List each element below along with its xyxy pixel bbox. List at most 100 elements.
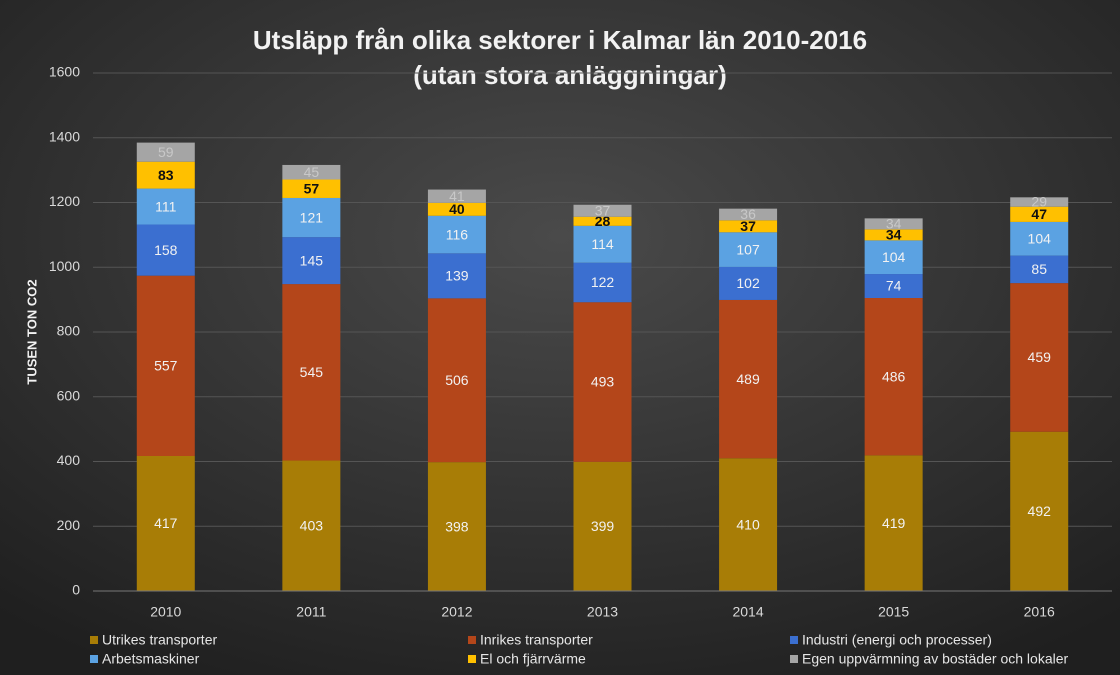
bar-segment (864, 274, 923, 299)
data-label: 29 (1031, 194, 1047, 210)
bar-segment (719, 232, 778, 267)
bar-segment (719, 208, 778, 221)
bar-segment (719, 299, 778, 459)
y-tick-label: 1400 (49, 128, 80, 144)
bar-segment (573, 216, 632, 226)
bar-segment (282, 284, 341, 461)
data-label: 121 (300, 209, 324, 225)
data-label: 459 (1028, 349, 1052, 365)
data-label: 145 (300, 252, 324, 268)
bar-segment (573, 461, 632, 591)
data-label: 403 (300, 517, 324, 533)
data-label: 28 (595, 213, 611, 229)
data-label: 399 (591, 518, 615, 534)
data-label: 111 (155, 198, 176, 214)
bar-segment (864, 218, 923, 230)
data-label: 107 (736, 241, 760, 257)
data-label: 47 (1031, 206, 1047, 222)
bar-segment (1010, 221, 1069, 256)
bar-segment (136, 161, 195, 189)
bar-segment (1010, 283, 1069, 432)
data-label: 116 (446, 226, 469, 242)
data-label: 493 (591, 374, 615, 390)
data-label: 37 (595, 202, 611, 218)
legend-swatch (790, 655, 798, 663)
data-label: 158 (154, 242, 178, 258)
x-tick-label: 2015 (878, 604, 909, 620)
legend-label: Egen uppvärmning av bostäder och lokaler (802, 651, 1069, 667)
bar-segment (573, 204, 632, 217)
data-label: 83 (158, 167, 174, 183)
bar-segment (573, 225, 632, 263)
chart-title: Utsläpp från olika sektorer i Kalmar län… (253, 25, 867, 55)
bar-segment (1010, 431, 1069, 591)
bar-segment (864, 229, 923, 241)
y-tick-label: 1600 (49, 64, 80, 80)
y-tick-label: 800 (57, 323, 81, 339)
x-tick-label: 2013 (587, 604, 618, 620)
bar-segment (719, 220, 778, 233)
data-label: 59 (158, 144, 174, 160)
data-label: 40 (449, 201, 465, 217)
chart-subtitle: (utan stora anläggningar) (413, 60, 726, 90)
bar-segment (719, 266, 778, 300)
bar-segment (1010, 206, 1069, 222)
data-label: 489 (736, 371, 760, 387)
legend-swatch (90, 655, 98, 663)
y-tick-label: 1000 (49, 258, 80, 274)
x-tick-label: 2012 (441, 604, 472, 620)
bar-segment (427, 215, 486, 254)
data-label: 417 (154, 515, 178, 531)
legend-swatch (790, 636, 798, 644)
bar-segment (136, 275, 195, 456)
data-label: 41 (449, 188, 465, 204)
legend-swatch (90, 636, 98, 644)
legend-label: Industri (energi och processer) (802, 632, 992, 648)
bar-segment (136, 455, 195, 591)
y-tick-label: 200 (57, 517, 81, 533)
data-label: 36 (740, 206, 756, 222)
x-tick-label: 2010 (150, 604, 181, 620)
data-label: 34 (886, 227, 902, 243)
bar-segment (427, 298, 486, 463)
y-tick-label: 1200 (49, 193, 80, 209)
bar-segment (864, 455, 923, 591)
data-label: 104 (1028, 230, 1052, 246)
legend-label: El och fjärrvärme (480, 651, 586, 667)
bar-segment (427, 253, 486, 299)
data-label: 122 (591, 274, 615, 290)
bar-segment (282, 197, 341, 238)
bar-segment (136, 142, 195, 162)
data-label: 410 (736, 516, 760, 532)
data-label: 74 (886, 278, 902, 294)
y-axis-label: TUSEN TON CO2 (24, 279, 39, 384)
legend-label: Inrikes transporter (480, 632, 593, 648)
data-label: 506 (445, 372, 469, 388)
bar-segment (427, 189, 486, 203)
data-label: 34 (886, 216, 902, 232)
bar-segment (1010, 255, 1069, 284)
data-label: 45 (304, 164, 320, 180)
bar-segment (864, 240, 923, 275)
data-label: 545 (300, 364, 324, 380)
y-tick-label: 0 (72, 582, 80, 598)
bar-segment (427, 462, 486, 591)
bar-segment (1010, 197, 1069, 207)
x-tick-label: 2016 (1024, 604, 1055, 620)
bar-segment (719, 458, 778, 591)
data-label: 37 (740, 218, 756, 234)
legend-swatch (468, 636, 476, 644)
bar-segment (573, 262, 632, 303)
y-tick-label: 600 (57, 387, 81, 403)
data-label: 85 (1031, 261, 1047, 277)
data-label: 57 (304, 180, 320, 196)
data-label: 557 (154, 358, 178, 374)
bar-segment (282, 460, 341, 591)
bar-segment (573, 302, 632, 462)
data-label: 102 (736, 275, 760, 291)
data-label: 419 (882, 515, 906, 531)
bar-segment (282, 237, 341, 285)
data-label: 398 (445, 518, 469, 534)
bar-segment (282, 179, 341, 198)
